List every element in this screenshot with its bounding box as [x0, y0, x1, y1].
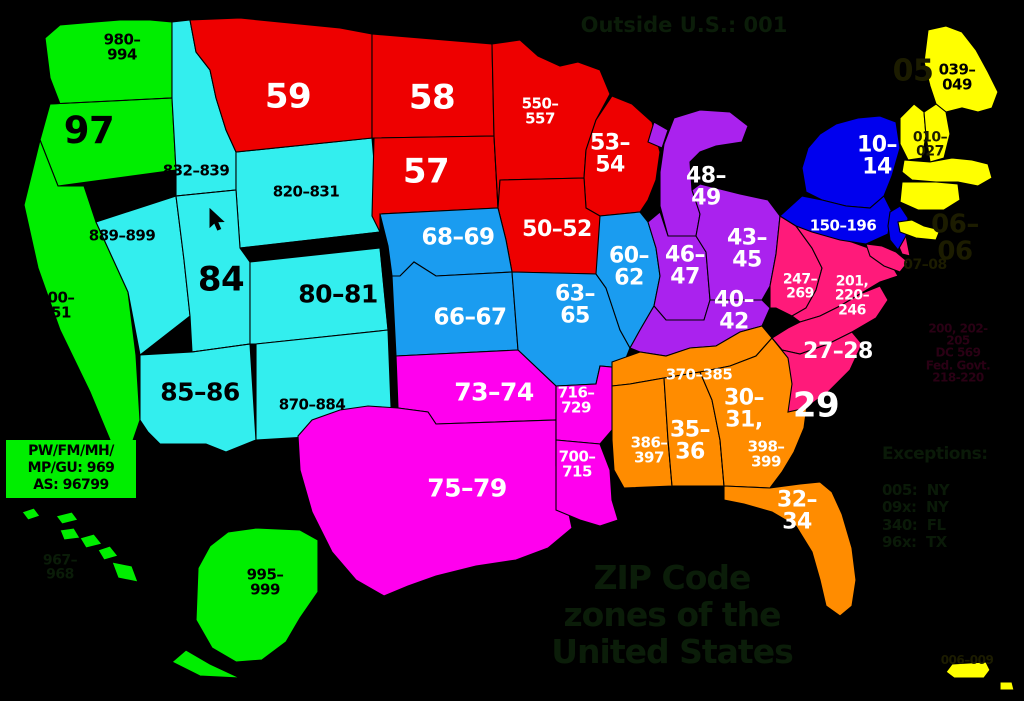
- state-montana-red: [189, 17, 373, 153]
- map-main-title: ZIP Code zones of the United States: [551, 558, 793, 671]
- outside-us-title: Outside U.S.: 001: [580, 13, 788, 37]
- exceptions-list: 005: NY 09x: NY 340: FL 96x: TX: [882, 481, 988, 551]
- internal-state-borders: [49, 97, 725, 487]
- state-north-dakota: [371, 33, 495, 139]
- state-nebraska: [379, 207, 513, 277]
- state-alaska: [171, 527, 319, 679]
- state-oregon: [39, 97, 177, 187]
- state-washington: [44, 19, 173, 105]
- state-maryland-dc: [865, 243, 909, 273]
- state-hawaii-islands: [21, 507, 139, 583]
- state-kansas: [391, 261, 519, 357]
- state-puerto-rico: [945, 661, 1015, 691]
- state-montana-cyan-wyoming: [235, 137, 381, 249]
- exception-row: 005: NY: [882, 481, 950, 500]
- exception-row: 09x: NY: [882, 498, 949, 517]
- state-louisiana: [555, 439, 619, 527]
- state-long-island-yellow: [897, 219, 941, 241]
- state-maine: [923, 25, 999, 113]
- exception-row: 340: FL: [882, 515, 946, 534]
- territories-legend-box: PW/FM/MH/ MP/GU: 969 AS: 96799: [6, 440, 136, 499]
- exception-row: 96x: TX: [882, 532, 947, 551]
- state-florida: [723, 481, 857, 617]
- state-new-jersey: [887, 205, 909, 251]
- state-michigan: [647, 109, 749, 237]
- state-south-carolina: [771, 331, 863, 413]
- state-arizona: [139, 343, 257, 453]
- exceptions-block: Exceptions: 005: NY 09x: NY 340: FL 96x: TX: [882, 428, 988, 568]
- state-new-hampshire: [923, 103, 951, 163]
- state-colorado: [249, 247, 389, 345]
- state-connecticut-ri: [899, 181, 961, 211]
- state-shapes: [21, 17, 1015, 691]
- exceptions-heading: Exceptions:: [882, 444, 988, 465]
- state-vermont: [899, 103, 927, 161]
- state-california: [23, 138, 141, 456]
- state-mississippi: [611, 377, 673, 489]
- state-massachusetts: [901, 157, 993, 187]
